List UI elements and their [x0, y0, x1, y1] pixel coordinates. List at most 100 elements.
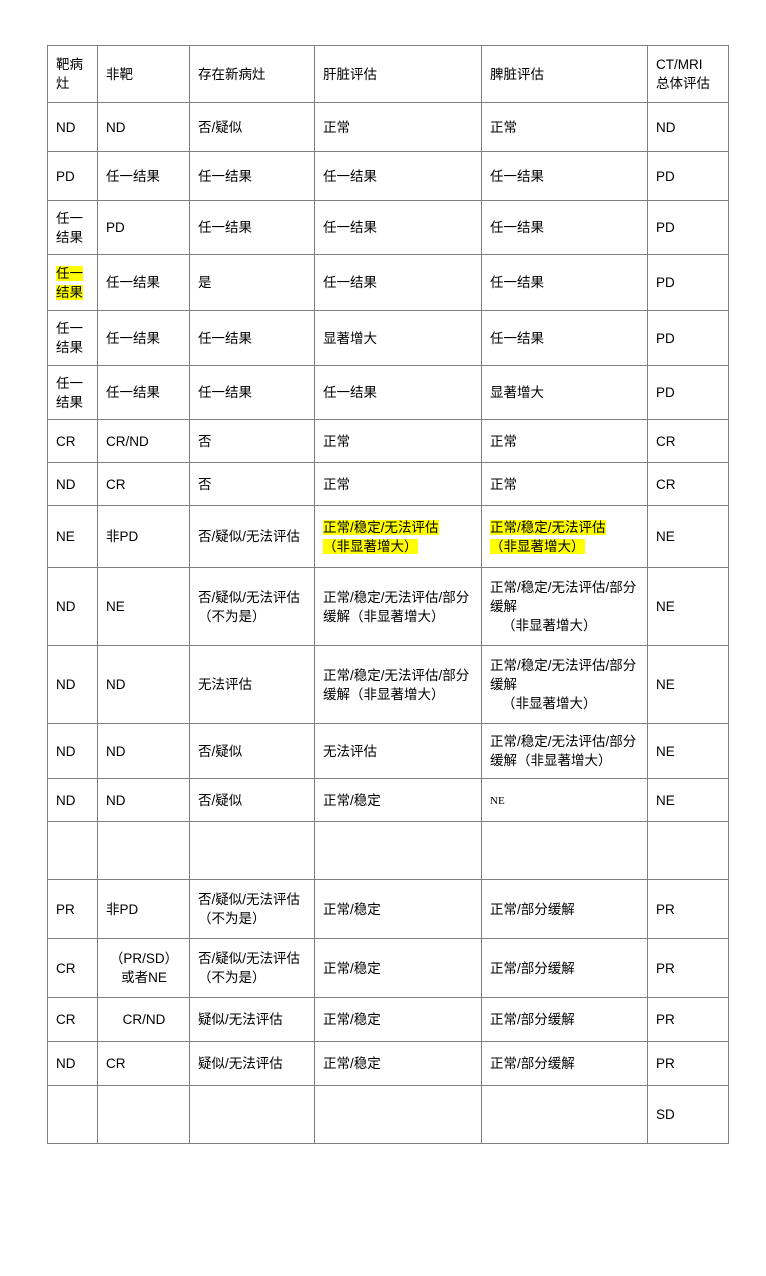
cell-target[interactable]: 任一结果	[47, 310, 98, 366]
cell-target[interactable]: 任一结果	[47, 200, 98, 255]
cell-spleen[interactable]: 正常/部分缓解	[481, 938, 648, 998]
cell-liver[interactable]	[314, 1085, 482, 1144]
cell-target[interactable]: ND	[47, 1041, 98, 1086]
cell-newlesion[interactable]: 否/疑似/无法评估	[189, 505, 315, 568]
cell-target[interactable]: ND	[47, 567, 98, 646]
cell-nontarget[interactable]: 非PD	[97, 505, 190, 568]
cell-overall[interactable]: PD	[647, 151, 729, 201]
cell-spleen[interactable]: 任一结果	[481, 310, 648, 366]
cell-spleen[interactable]: 正常/部分缓解	[481, 1041, 648, 1086]
cell-spleen[interactable]	[481, 1085, 648, 1144]
cell-nontarget[interactable]: CR	[97, 1041, 190, 1086]
cell-overall[interactable]: PR	[647, 938, 729, 998]
cell-newlesion[interactable]: 否/疑似	[189, 102, 315, 152]
cell-nontarget[interactable]: 任一结果	[97, 151, 190, 201]
cell-overall[interactable]: PD	[647, 200, 729, 255]
cell-spleen[interactable]: 正常	[481, 462, 648, 506]
cell-nontarget[interactable]: （PR/SD） 或者NE	[97, 938, 190, 998]
cell-liver[interactable]: 正常/稳定	[314, 879, 482, 939]
cell-newlesion[interactable]: 任一结果	[189, 200, 315, 255]
cell-nontarget[interactable]: CR/ND	[97, 419, 190, 463]
cell-spleen[interactable]: 正常/稳定/无法评估/部分缓解（非显著增大）	[481, 567, 648, 646]
cell-liver[interactable]: 正常/稳定/无法评估 （非显著增大）	[314, 505, 482, 568]
cell-newlesion[interactable]: 否/疑似	[189, 723, 315, 779]
cell-newlesion[interactable]: 无法评估	[189, 645, 315, 724]
cell-overall[interactable]: CR	[647, 462, 729, 506]
cell-newlesion[interactable]: 否	[189, 462, 315, 506]
cell-newlesion[interactable]: 任一结果	[189, 310, 315, 366]
cell-overall[interactable]: CR	[647, 419, 729, 463]
cell-newlesion[interactable]: 疑似/无法评估	[189, 997, 315, 1042]
cell-liver[interactable]: 正常/稳定/无法评估/部分缓解（非显著增大）	[314, 567, 482, 646]
cell-newlesion[interactable]: 否/疑似/无法评估（不为是）	[189, 567, 315, 646]
cell-spleen[interactable]: NE	[481, 778, 648, 822]
cell-spleen[interactable]: 正常	[481, 102, 648, 152]
cell-nontarget[interactable]: ND	[97, 102, 190, 152]
cell-target[interactable]: 任一结果	[47, 365, 98, 420]
header-cell-liver[interactable]: 肝脏评估	[314, 45, 482, 103]
cell-spleen[interactable]: 正常/稳定/无法评估/部分缓解（非显著增大）	[481, 723, 648, 779]
cell-spleen[interactable]: 任一结果	[481, 254, 648, 311]
cell-spleen[interactable]: 正常/部分缓解	[481, 997, 648, 1042]
cell-overall[interactable]: PD	[647, 254, 729, 311]
cell-nontarget[interactable]: CR	[97, 462, 190, 506]
cell-overall[interactable]: SD	[647, 1085, 729, 1144]
cell-target[interactable]: CR	[47, 419, 98, 463]
cell-overall[interactable]: NE	[647, 778, 729, 822]
cell-spleen[interactable]: 任一结果	[481, 151, 648, 201]
cell-nontarget[interactable]: CR/ND	[97, 997, 190, 1042]
cell-liver[interactable]: 无法评估	[314, 723, 482, 779]
cell-target[interactable]: 任一结果	[47, 254, 98, 311]
cell-overall[interactable]: PR	[647, 1041, 729, 1086]
cell-spleen[interactable]: 正常/稳定/无法评估 （非显著增大）	[481, 505, 648, 568]
cell-newlesion[interactable]: 任一结果	[189, 151, 315, 201]
cell-spleen[interactable]: 正常/稳定/无法评估/部分缓解（非显著增大）	[481, 645, 648, 724]
cell-overall[interactable]: PR	[647, 997, 729, 1042]
cell-liver[interactable]: 正常/稳定	[314, 778, 482, 822]
cell-liver[interactable]: 正常/稳定	[314, 1041, 482, 1086]
cell-nontarget[interactable]: 任一结果	[97, 254, 190, 311]
cell-liver[interactable]: 任一结果	[314, 254, 482, 311]
cell-target[interactable]: ND	[47, 102, 98, 152]
cell-target[interactable]	[47, 821, 98, 880]
cell-liver[interactable]: 正常	[314, 462, 482, 506]
cell-nontarget[interactable]: NE	[97, 567, 190, 646]
cell-newlesion[interactable]: 任一结果	[189, 365, 315, 420]
cell-nontarget[interactable]	[97, 1085, 190, 1144]
cell-overall[interactable]: PR	[647, 879, 729, 939]
cell-nontarget[interactable]: ND	[97, 723, 190, 779]
cell-newlesion[interactable]: 否	[189, 419, 315, 463]
cell-overall[interactable]	[647, 821, 729, 880]
cell-nontarget[interactable]: 非PD	[97, 879, 190, 939]
cell-spleen[interactable]: 正常	[481, 419, 648, 463]
header-cell-nontarget[interactable]: 非靶	[97, 45, 190, 103]
header-cell-spleen[interactable]: 脾脏评估	[481, 45, 648, 103]
cell-target[interactable]: PD	[47, 151, 98, 201]
cell-liver[interactable]: 正常/稳定	[314, 997, 482, 1042]
cell-newlesion[interactable]: 否/疑似/无法评估（不为是）	[189, 938, 315, 998]
cell-overall[interactable]: NE	[647, 505, 729, 568]
cell-liver[interactable]: 正常/稳定/无法评估/部分缓解（非显著增大）	[314, 645, 482, 724]
cell-liver[interactable]: 正常	[314, 102, 482, 152]
cell-spleen[interactable]: 显著增大	[481, 365, 648, 420]
header-cell-target[interactable]: 靶病灶	[47, 45, 98, 103]
cell-nontarget[interactable]: PD	[97, 200, 190, 255]
cell-newlesion[interactable]	[189, 821, 315, 880]
cell-newlesion[interactable]: 否/疑似/无法评估（不为是）	[189, 879, 315, 939]
cell-liver[interactable]: 任一结果	[314, 365, 482, 420]
cell-overall[interactable]: PD	[647, 310, 729, 366]
cell-nontarget[interactable]: 任一结果	[97, 365, 190, 420]
cell-nontarget[interactable]	[97, 821, 190, 880]
cell-target[interactable]: CR	[47, 938, 98, 998]
cell-overall[interactable]: PD	[647, 365, 729, 420]
header-cell-overall[interactable]: CT/MRI 总体评估	[647, 45, 729, 103]
cell-target[interactable]: NE	[47, 505, 98, 568]
header-cell-newlesion[interactable]: 存在新病灶	[189, 45, 315, 103]
cell-liver[interactable]: 正常/稳定	[314, 938, 482, 998]
cell-liver[interactable]	[314, 821, 482, 880]
cell-target[interactable]: ND	[47, 723, 98, 779]
cell-target[interactable]	[47, 1085, 98, 1144]
cell-overall[interactable]: NE	[647, 645, 729, 724]
cell-liver[interactable]: 正常	[314, 419, 482, 463]
cell-target[interactable]: ND	[47, 462, 98, 506]
